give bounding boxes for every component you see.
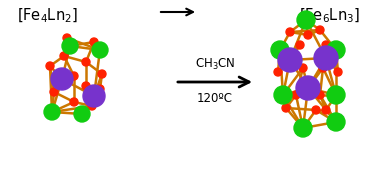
Circle shape — [297, 11, 315, 29]
Circle shape — [96, 85, 104, 93]
Circle shape — [82, 82, 90, 90]
Circle shape — [304, 31, 312, 39]
Circle shape — [50, 88, 58, 96]
Circle shape — [83, 85, 105, 107]
Circle shape — [51, 68, 73, 90]
Circle shape — [314, 46, 338, 70]
Circle shape — [90, 38, 98, 46]
Circle shape — [327, 41, 345, 59]
Circle shape — [74, 106, 90, 122]
Circle shape — [278, 48, 302, 72]
Circle shape — [316, 91, 324, 99]
Circle shape — [296, 41, 304, 49]
Circle shape — [82, 58, 90, 66]
Text: 120ºC: 120ºC — [197, 92, 233, 105]
Circle shape — [294, 119, 312, 137]
Circle shape — [327, 113, 345, 131]
Circle shape — [62, 38, 78, 54]
Circle shape — [274, 68, 282, 76]
Circle shape — [319, 64, 327, 72]
Circle shape — [312, 106, 320, 114]
Circle shape — [92, 42, 108, 58]
Circle shape — [70, 98, 78, 106]
Circle shape — [274, 86, 292, 104]
Circle shape — [292, 91, 300, 99]
Circle shape — [271, 41, 289, 59]
Circle shape — [322, 41, 330, 49]
Circle shape — [88, 102, 96, 110]
Circle shape — [98, 70, 106, 78]
Text: CH$_3$CN: CH$_3$CN — [195, 57, 235, 72]
Circle shape — [322, 106, 330, 114]
Circle shape — [44, 104, 60, 120]
Circle shape — [316, 26, 324, 34]
Circle shape — [63, 34, 71, 42]
Circle shape — [299, 64, 307, 72]
Circle shape — [334, 68, 342, 76]
Circle shape — [70, 72, 78, 80]
Text: [Fe$_6$Ln$_3$]: [Fe$_6$Ln$_3$] — [299, 7, 361, 25]
Circle shape — [282, 104, 290, 112]
Circle shape — [286, 28, 294, 36]
Circle shape — [296, 76, 320, 100]
Circle shape — [46, 62, 54, 70]
Circle shape — [60, 52, 68, 60]
Circle shape — [327, 86, 345, 104]
Text: [Fe$_4$Ln$_2$]: [Fe$_4$Ln$_2$] — [17, 7, 79, 25]
